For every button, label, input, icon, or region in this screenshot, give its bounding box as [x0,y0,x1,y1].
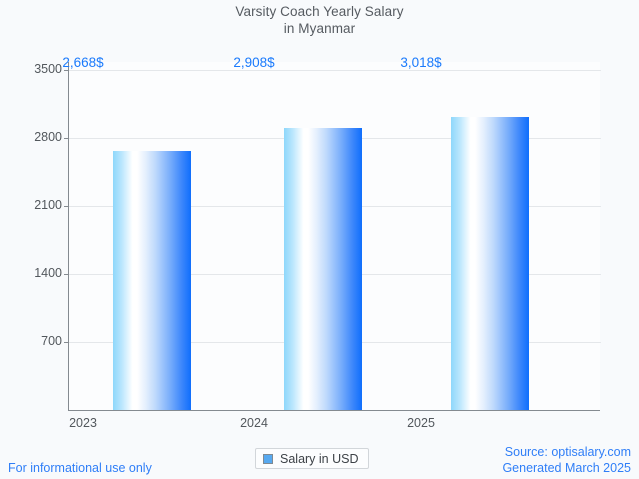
bar-2025[interactable] [451,117,529,410]
chart-title: Varsity Coach Yearly Salary in Myanmar [0,3,639,37]
y-tick-label-2800: 2800 [34,130,62,144]
chart-title-line-2: in Myanmar [283,21,356,36]
bar-2024[interactable] [284,128,362,410]
x-tick-label-2025: 2025 [407,416,435,430]
y-tick-label-1400: 1400 [34,266,62,280]
gridline-3500 [69,70,601,71]
y-tick-label-700: 700 [41,334,62,348]
legend-swatch-icon [263,453,273,464]
bar-value-2025: 3,018$ [400,55,442,70]
y-tick-mark-700 [64,342,69,343]
y-tick-mark-1400 [64,274,69,275]
bar-2023[interactable] [113,151,191,410]
y-tick-label-2100: 2100 [34,198,62,212]
bar-value-2023: 2,668$ [62,55,104,70]
chart-title-line-1: Varsity Coach Yearly Salary [235,4,404,19]
generated-text: Generated March 2025 [502,460,631,475]
x-tick-label-2023: 2023 [69,416,97,430]
y-tick-mark-2100 [64,206,69,207]
x-tick-label-2024: 2024 [240,416,268,430]
y-tick-mark-3500 [64,70,69,71]
y-tick-mark-2800 [64,138,69,139]
source-block: Source: optisalary.com Generated March 2… [502,445,631,476]
chart-legend[interactable]: Salary in USD [255,448,369,469]
y-axis: 3500 2800 2100 1400 700 [0,62,62,411]
y-tick-label-3500: 3500 [34,62,62,76]
disclaimer-text: For informational use only [8,461,152,475]
legend-item-label: Salary in USD [280,451,359,466]
source-text: Source: optisalary.com [504,445,631,459]
plot-area [64,62,601,411]
bar-value-2024: 2,908$ [233,55,275,70]
